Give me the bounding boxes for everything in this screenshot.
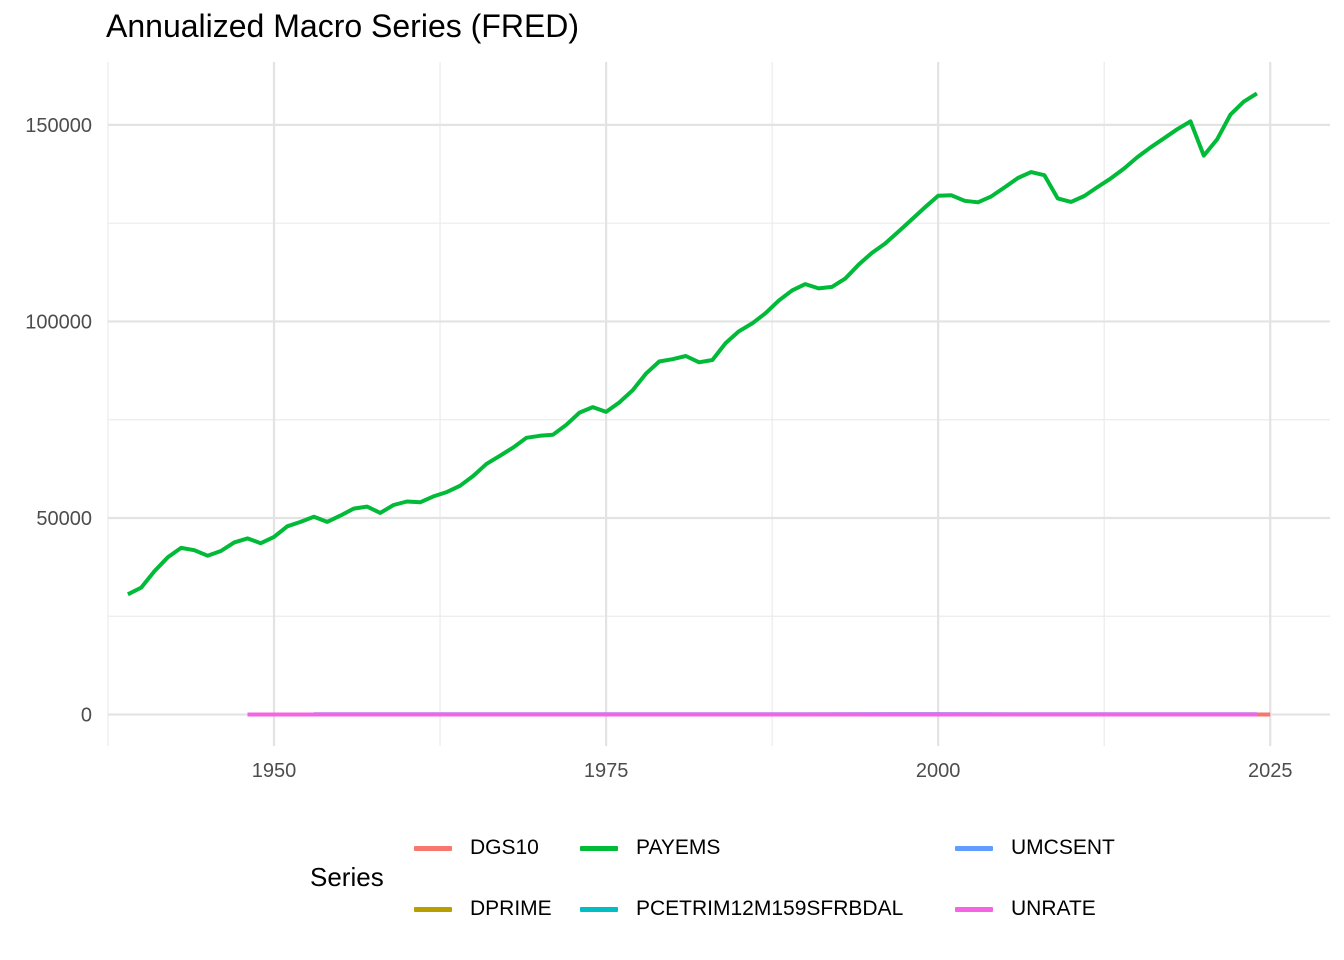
legend-label-payems: PAYEMS xyxy=(636,836,721,859)
y-tick-label: 50000 xyxy=(36,508,92,530)
y-axis-tick-labels: 0 50000 100000 150000 xyxy=(25,115,92,727)
legend-item-dprime: DPRIME xyxy=(414,897,552,921)
major-gridlines xyxy=(108,62,1330,746)
series-line-payems xyxy=(127,91,1258,597)
y-tick-label: 100000 xyxy=(25,311,92,333)
y-tick-label: 150000 xyxy=(25,115,92,137)
chart-title: Annualized Macro Series (FRED) xyxy=(106,8,580,44)
legend-swatch-pcetrim xyxy=(580,906,618,912)
legend-swatch-payems xyxy=(580,845,618,851)
y-tick-label: 0 xyxy=(81,705,92,727)
legend-label-umcsent: UMCSENT xyxy=(1011,836,1115,859)
legend-label-unrate: UNRATE xyxy=(1011,897,1096,920)
legend-swatch-dprime xyxy=(414,906,452,912)
legend-item-payems: PAYEMS xyxy=(580,836,720,860)
x-tick-label: 1975 xyxy=(584,760,629,782)
legend-label-dgs10: DGS10 xyxy=(470,836,539,859)
x-tick-label: 2025 xyxy=(1248,760,1293,782)
legend-item-pcetrim: PCETRIM12M159SFRBDAL xyxy=(580,897,903,921)
minor-gridlines xyxy=(107,62,1330,746)
series-lines xyxy=(127,91,1271,717)
x-tick-label: 2000 xyxy=(916,760,961,782)
legend-label-pcetrim: PCETRIM12M159SFRBDAL xyxy=(636,897,904,920)
legend-item-dgs10: DGS10 xyxy=(414,836,539,860)
legend: Series DGS10 DPRIME PAYEMS PCETRIM12M159… xyxy=(310,830,1210,940)
x-axis-tick-labels: 1950 1975 2000 2025 xyxy=(252,760,1293,782)
legend-item-unrate: UNRATE xyxy=(955,897,1096,921)
legend-title: Series xyxy=(310,862,384,892)
legend-item-umcsent: UMCSENT xyxy=(955,836,1115,860)
legend-swatch-umcsent xyxy=(955,845,993,851)
legend-label-dprime: DPRIME xyxy=(470,897,552,920)
legend-swatch-unrate xyxy=(955,906,993,912)
legend-swatch-dgs10 xyxy=(414,845,452,851)
x-tick-label: 1950 xyxy=(252,760,297,782)
chart-plot-area: 1950 1975 2000 2025 0 50000 100000 150000 xyxy=(25,62,1330,782)
